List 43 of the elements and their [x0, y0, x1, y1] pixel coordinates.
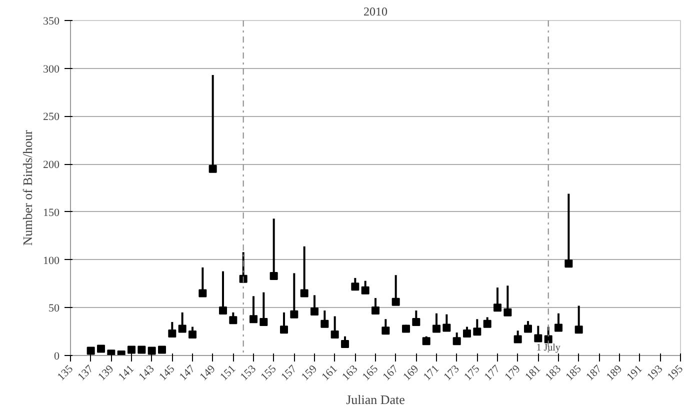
x-tick-label: 141: [116, 362, 136, 384]
x-tick-label: 167: [380, 362, 402, 384]
ref-line-label: 1 July: [536, 342, 560, 354]
x-tick-label: 185: [564, 362, 584, 384]
x-tick-label: 135: [55, 362, 76, 384]
x-tick-label: 163: [340, 362, 360, 384]
x-tick-label: 155: [258, 362, 280, 384]
x-tick-label: 161: [320, 362, 340, 384]
x-tick-label: 151: [218, 362, 238, 384]
x-tick-label: 159: [299, 362, 320, 384]
x-tick-label: 173: [442, 362, 462, 384]
x-tick-label: 171: [421, 362, 442, 384]
x-tick-label: 147: [177, 362, 198, 384]
x-tick-label: 193: [644, 362, 666, 384]
x-tick-label: 195: [665, 362, 686, 384]
x-tick-label: 175: [462, 362, 482, 384]
x-tick-label: 181: [522, 362, 544, 384]
x-tick-label: 177: [482, 362, 503, 384]
x-tick-label: 189: [604, 362, 625, 384]
y-tick-label: 50: [48, 302, 60, 315]
x-tick-label: 169: [400, 362, 422, 384]
x-tick-label: 165: [360, 362, 381, 384]
y-tick-label: 200: [43, 159, 60, 172]
x-tick-label: 191: [624, 362, 645, 384]
x-axis-title: Julian Date: [346, 392, 406, 407]
x-tick-label: 157: [278, 362, 300, 384]
y-tick-label: 250: [43, 111, 60, 124]
x-tick-label: 139: [96, 362, 116, 384]
y-tick-label: 300: [43, 63, 60, 76]
x-tick-label: 137: [76, 362, 96, 384]
chart-title: 2010: [364, 4, 388, 18]
y-tick-label: 100: [43, 254, 60, 267]
y-tick-label: 350: [43, 16, 60, 28]
x-tick-label: 153: [238, 362, 259, 384]
x-tick-label: 149: [198, 362, 218, 384]
y-axis-title: Number of Birds/hour: [20, 130, 35, 246]
x-tick-label: 187: [584, 362, 604, 384]
y-tick-label: 0: [54, 350, 60, 362]
x-tick-label: 143: [136, 362, 158, 384]
x-tick-label: 179: [502, 362, 524, 384]
x-tick-label: 183: [543, 362, 564, 384]
y-tick-label: 150: [43, 206, 60, 219]
x-tick-label: 145: [156, 362, 178, 384]
